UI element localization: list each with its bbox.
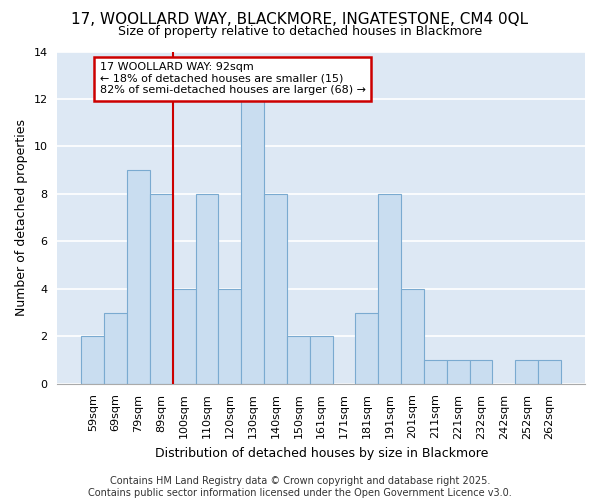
Bar [287, 336, 310, 384]
Bar [127, 170, 150, 384]
Text: 17 WOOLLARD WAY: 92sqm
← 18% of detached houses are smaller (15)
82% of semi-det: 17 WOOLLARD WAY: 92sqm ← 18% of detached… [100, 62, 365, 96]
Text: 17, WOOLLARD WAY, BLACKMORE, INGATESTONE, CM4 0QL: 17, WOOLLARD WAY, BLACKMORE, INGATESTONE… [71, 12, 529, 28]
X-axis label: Distribution of detached houses by size in Blackmore: Distribution of detached houses by size … [155, 447, 488, 460]
Bar [379, 194, 401, 384]
Bar [447, 360, 470, 384]
Bar [150, 194, 173, 384]
Bar [538, 360, 561, 384]
Bar [218, 289, 241, 384]
Text: Size of property relative to detached houses in Blackmore: Size of property relative to detached ho… [118, 25, 482, 38]
Bar [196, 194, 218, 384]
Bar [515, 360, 538, 384]
Bar [424, 360, 447, 384]
Text: Contains HM Land Registry data © Crown copyright and database right 2025.
Contai: Contains HM Land Registry data © Crown c… [88, 476, 512, 498]
Bar [401, 289, 424, 384]
Bar [470, 360, 493, 384]
Bar [104, 312, 127, 384]
Y-axis label: Number of detached properties: Number of detached properties [15, 119, 28, 316]
Bar [355, 312, 379, 384]
Bar [241, 99, 264, 384]
Bar [173, 289, 196, 384]
Bar [310, 336, 332, 384]
Bar [82, 336, 104, 384]
Bar [264, 194, 287, 384]
